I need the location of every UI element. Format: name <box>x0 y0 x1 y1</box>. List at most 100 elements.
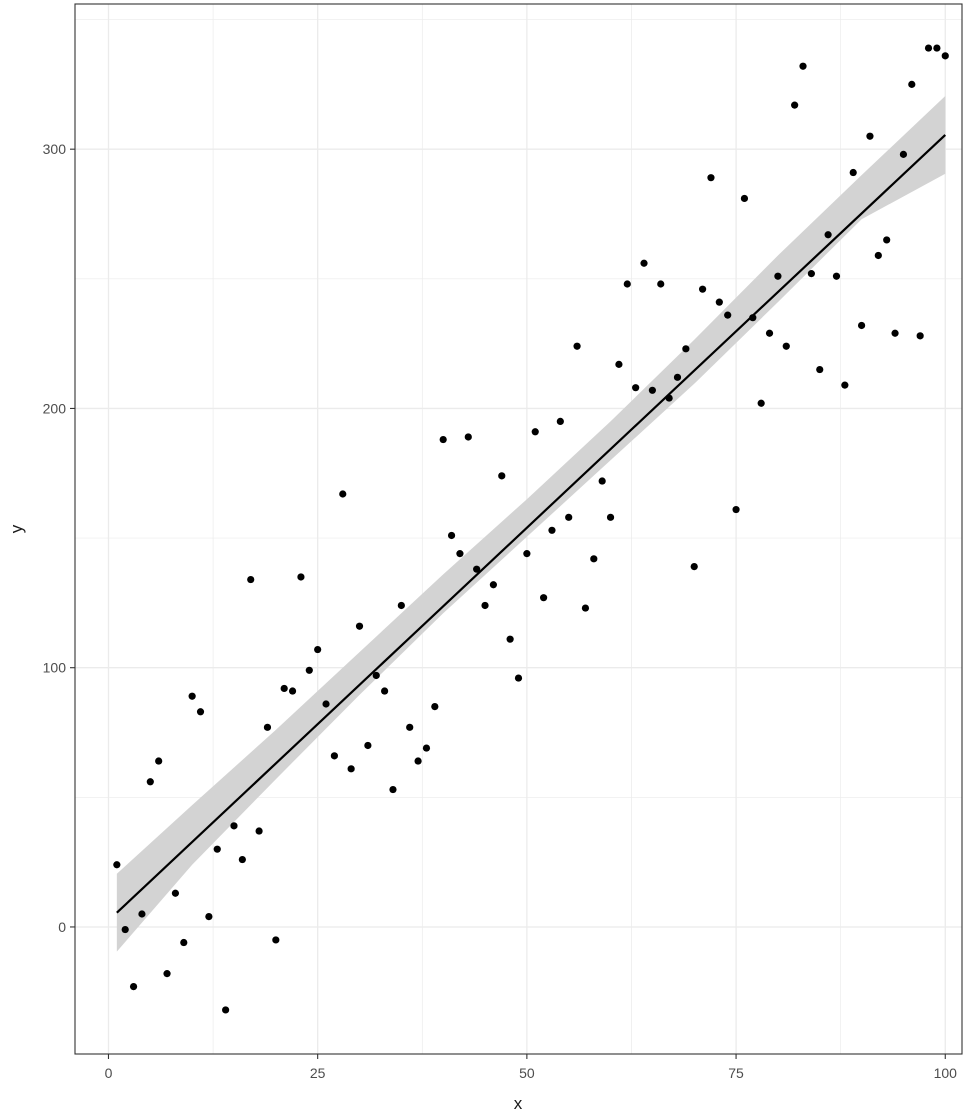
data-point <box>765 329 774 337</box>
y-tick-label: 200 <box>43 400 67 416</box>
data-point <box>288 687 297 695</box>
data-point <box>180 938 188 947</box>
data-point <box>933 44 941 52</box>
data-point <box>498 472 506 480</box>
y-axis-title: y <box>7 524 26 533</box>
y-axis: 0 100 200 300 <box>43 141 75 935</box>
regression-line <box>116 134 947 914</box>
data-point <box>590 555 598 563</box>
data-point <box>247 575 255 584</box>
data-point <box>598 477 606 485</box>
data-point <box>899 150 908 158</box>
data-point <box>447 531 456 540</box>
data-point <box>891 329 899 337</box>
data-point <box>740 194 749 203</box>
data-point <box>715 298 723 306</box>
data-point <box>389 785 397 794</box>
data-point <box>196 708 205 716</box>
data-point <box>757 399 765 407</box>
data-point <box>414 757 422 765</box>
data-points <box>113 44 949 1014</box>
x-axis-title: x <box>514 1094 523 1113</box>
data-point <box>832 272 841 280</box>
data-point <box>640 259 648 267</box>
data-point <box>623 280 631 288</box>
data-point <box>297 573 305 581</box>
data-point <box>238 855 246 864</box>
data-point <box>138 910 146 918</box>
data-point <box>782 342 790 350</box>
data-point <box>464 433 472 441</box>
data-point <box>673 373 682 381</box>
data-point <box>924 44 933 52</box>
data-point <box>163 970 171 978</box>
data-point <box>506 635 514 643</box>
data-point <box>113 861 121 869</box>
data-point <box>431 702 439 711</box>
data-point <box>908 80 916 88</box>
data-point <box>155 757 163 765</box>
data-point <box>381 687 389 695</box>
data-point <box>213 845 221 853</box>
data-point <box>799 62 807 70</box>
data-point <box>648 386 656 394</box>
y-tick-label: 300 <box>43 141 67 157</box>
data-point <box>305 666 313 674</box>
data-point <box>280 684 288 693</box>
data-point <box>724 311 732 319</box>
data-point <box>222 1006 230 1014</box>
data-point <box>548 526 556 534</box>
data-point <box>456 550 464 558</box>
data-point <box>682 345 690 353</box>
data-point <box>791 101 799 109</box>
data-point <box>364 741 372 750</box>
data-point <box>339 490 347 498</box>
data-point <box>606 513 615 521</box>
data-point <box>322 700 330 708</box>
data-point <box>397 601 405 610</box>
x-axis: 0 25 50 75 100 <box>105 1054 958 1081</box>
data-point <box>372 671 380 680</box>
data-point <box>314 645 322 654</box>
data-point <box>690 562 698 571</box>
y-tick-label: 0 <box>58 919 66 935</box>
data-point <box>874 251 882 260</box>
x-tick-label: 100 <box>934 1065 958 1081</box>
data-point <box>556 417 564 426</box>
data-point <box>188 692 196 700</box>
data-point <box>866 132 874 140</box>
data-point <box>205 912 213 921</box>
data-point <box>565 513 573 521</box>
x-tick-label: 50 <box>519 1065 535 1081</box>
data-point <box>824 231 832 239</box>
data-point <box>849 168 857 177</box>
y-tick-label: 100 <box>43 660 67 676</box>
data-point <box>255 827 263 835</box>
data-point <box>129 982 138 991</box>
data-point <box>573 342 581 350</box>
data-point <box>941 52 949 60</box>
data-point <box>422 744 431 752</box>
data-point <box>857 321 866 330</box>
data-point <box>171 889 180 897</box>
data-point <box>707 174 715 182</box>
data-point <box>347 765 355 773</box>
data-point <box>330 752 339 760</box>
data-point <box>355 622 364 630</box>
data-point <box>657 280 665 288</box>
data-point <box>816 365 824 374</box>
x-tick-label: 25 <box>310 1065 326 1081</box>
plot-panel-border <box>74 3 963 1055</box>
data-point <box>841 381 849 389</box>
data-point <box>406 723 414 731</box>
data-point <box>439 435 447 444</box>
data-point <box>749 314 757 322</box>
data-point <box>263 723 272 731</box>
data-point <box>230 822 238 830</box>
data-point <box>581 604 590 612</box>
data-point <box>540 594 548 602</box>
x-tick-label: 0 <box>105 1065 113 1081</box>
data-point <box>489 581 497 589</box>
data-point <box>883 236 891 244</box>
